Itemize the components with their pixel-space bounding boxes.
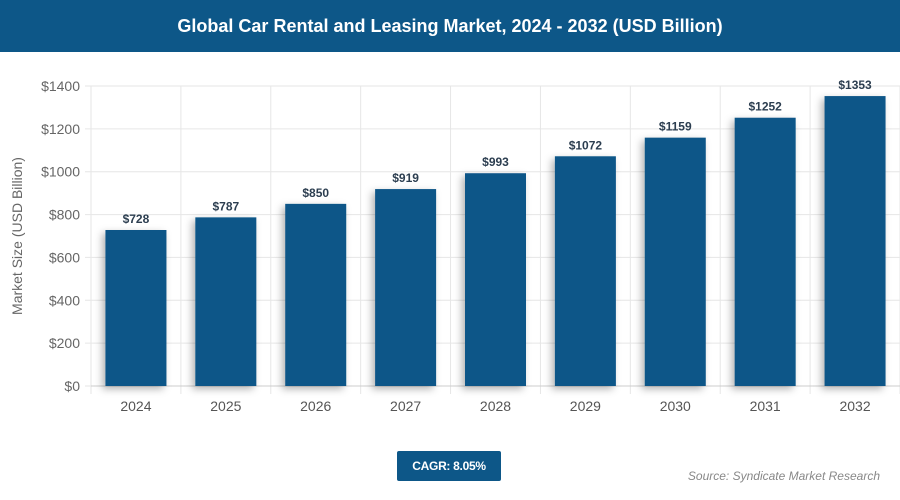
x-tick-label: 2024	[120, 398, 151, 414]
data-label: $919	[392, 171, 419, 185]
bar	[554, 156, 616, 386]
x-tick-label: 2030	[660, 398, 691, 414]
bar	[644, 137, 706, 386]
y-tick-label: $1200	[41, 121, 80, 137]
bar	[195, 217, 257, 386]
data-label: $787	[212, 199, 239, 213]
data-label: $1252	[748, 100, 782, 114]
bar	[375, 189, 437, 386]
y-tick-label: $0	[64, 378, 80, 394]
x-tick-label: 2029	[570, 398, 601, 414]
bar	[105, 230, 167, 386]
chart-title: Global Car Rental and Leasing Market, 20…	[0, 0, 900, 52]
x-tick-label: 2031	[750, 398, 781, 414]
bar	[734, 117, 796, 386]
data-label: $1159	[659, 120, 692, 134]
y-tick-label: $600	[49, 249, 80, 265]
y-axis-label: Market Size (USD Billion)	[9, 157, 25, 315]
bar	[465, 173, 526, 386]
x-tick-label: 2027	[390, 398, 421, 414]
y-tick-label: $400	[49, 292, 80, 308]
y-tick-label: $800	[49, 207, 80, 223]
data-label: $993	[482, 155, 509, 169]
y-tick-label: $200	[49, 335, 80, 351]
bar	[824, 96, 886, 387]
x-tick-label: 2026	[300, 398, 331, 414]
data-label: $1072	[569, 138, 603, 152]
data-label: $728	[123, 212, 150, 226]
cagr-badge: CAGR: 8.05%	[397, 451, 501, 481]
bar	[285, 203, 347, 386]
source-note: Source: Syndicate Market Research	[687, 469, 880, 483]
x-tick-label: 2032	[839, 398, 870, 414]
y-tick-label: $1400	[41, 78, 80, 94]
x-tick-label: 2028	[480, 398, 511, 414]
y-tick-label: $1000	[41, 164, 80, 180]
data-label: $850	[302, 186, 329, 200]
data-label: $1353	[838, 78, 872, 92]
x-tick-label: 2025	[210, 398, 241, 414]
